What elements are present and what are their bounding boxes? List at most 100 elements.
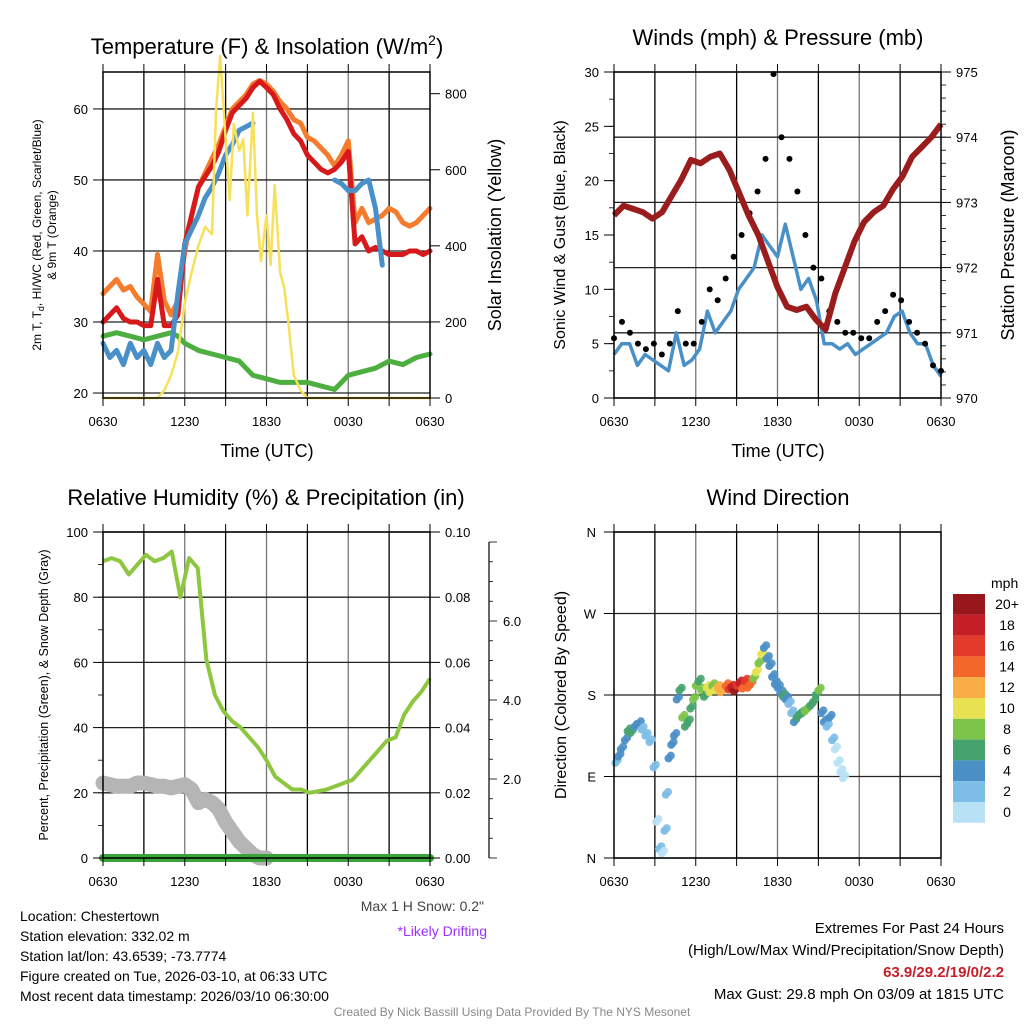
speed-colorbar: 20+ 18 16 14 12 10 8 6 4 2 0 bbox=[953, 594, 1019, 823]
humidity-title: Relative Humidity (%) & Precipitation (i… bbox=[67, 485, 464, 510]
gust-point bbox=[674, 308, 681, 315]
y-tick-label: 975 bbox=[956, 65, 978, 80]
gust-point bbox=[666, 340, 673, 347]
gust-point bbox=[650, 340, 657, 347]
gust-point bbox=[906, 318, 913, 325]
gust-point bbox=[738, 232, 745, 238]
pressure-line bbox=[611, 122, 944, 333]
y-tick-label: 60 bbox=[74, 102, 88, 117]
direction-point bbox=[647, 735, 656, 744]
direction-point bbox=[770, 670, 779, 679]
y-tick-label: 10 bbox=[585, 282, 599, 297]
gust-point bbox=[930, 362, 937, 369]
direction-point bbox=[786, 697, 795, 706]
colorbar-swatch bbox=[953, 802, 985, 823]
x-tick-label: 1230 bbox=[681, 874, 710, 889]
gust-point bbox=[730, 253, 737, 260]
gust-point bbox=[882, 308, 889, 315]
colorbar-swatch bbox=[953, 698, 985, 719]
colorbar-swatch bbox=[953, 760, 985, 782]
direction-point bbox=[819, 706, 828, 715]
y-tick-label: 200 bbox=[445, 315, 467, 330]
snow-tick-label: 6.0 bbox=[503, 614, 521, 629]
y-tick-label: 20 bbox=[585, 174, 599, 189]
colorbar-label: 16 bbox=[999, 638, 1015, 654]
humidity-panel: Relative Humidity (%) & Precipitation (i… bbox=[37, 485, 521, 939]
colorbar-label: 0 bbox=[1003, 804, 1011, 820]
created-text: Figure created on Tue, 2026-03-10, at 06… bbox=[20, 968, 328, 984]
y-tick-label: 40 bbox=[74, 244, 88, 259]
gust-point bbox=[778, 134, 785, 141]
direction-point bbox=[824, 719, 833, 728]
direction-ylabel-left: Direction (Colored By Speed) bbox=[553, 591, 570, 799]
winds-xlabel: Time (UTC) bbox=[731, 441, 824, 461]
gust-point bbox=[914, 329, 921, 336]
gust-point bbox=[810, 264, 817, 271]
extremes-box: Extremes For Past 24 Hours (High/Low/Max… bbox=[688, 918, 1004, 1006]
x-tick-label: 0630 bbox=[89, 874, 118, 889]
colorbar-title: mph bbox=[991, 575, 1018, 591]
gust-point bbox=[698, 318, 705, 325]
colorbar-label: 4 bbox=[1003, 762, 1011, 778]
y-tick-label: 80 bbox=[74, 590, 88, 605]
x-tick-label: 0630 bbox=[416, 874, 445, 889]
extremes-fields: (High/Low/Max Wind/Precipitation/Snow De… bbox=[688, 942, 1004, 959]
extremes-values: 63.9/29.2/19/0/2.2 bbox=[883, 964, 1004, 981]
direction-panel: Wind Direction 0630 1230 1830 0030 0630 N E S W N… bbox=[553, 485, 1019, 889]
y-tick-label: 15 bbox=[585, 228, 599, 243]
x-tick-label: 1230 bbox=[170, 874, 199, 889]
precip-tick-label: 0.10 bbox=[445, 525, 470, 540]
gust-point bbox=[802, 232, 809, 238]
gust-point bbox=[866, 335, 873, 342]
colorbar-swatch bbox=[953, 781, 985, 802]
x-tick-label: 0030 bbox=[845, 414, 874, 429]
direction-point bbox=[789, 706, 798, 715]
precip-tick-label: 0.04 bbox=[445, 721, 470, 736]
direction-point bbox=[651, 760, 660, 769]
direction-point bbox=[754, 665, 763, 674]
x-tick-label: 1830 bbox=[252, 874, 281, 889]
x-tick-label: 0630 bbox=[416, 414, 445, 429]
gust-point bbox=[690, 340, 697, 347]
y-tick-label: 20 bbox=[74, 386, 88, 401]
direction-point bbox=[639, 722, 648, 731]
x-tick-label: 1830 bbox=[252, 414, 281, 429]
colorbar-label: 20+ bbox=[995, 596, 1019, 612]
dir-tick-label: E bbox=[587, 770, 596, 785]
colorbar-swatch bbox=[953, 614, 985, 636]
direction-point bbox=[691, 692, 700, 701]
x-tick-label: 0630 bbox=[600, 874, 629, 889]
gust-point bbox=[658, 351, 665, 358]
y-tick-label: 600 bbox=[445, 163, 467, 178]
direction-point bbox=[841, 771, 850, 780]
temperature-series bbox=[100, 54, 433, 400]
direction-point bbox=[666, 751, 675, 760]
direction-point bbox=[762, 641, 771, 650]
y-tick-label: 50 bbox=[74, 173, 88, 188]
gust-point bbox=[762, 155, 769, 162]
direction-point bbox=[619, 742, 628, 751]
direction-point bbox=[764, 652, 773, 661]
x-tick-label: 0030 bbox=[334, 874, 363, 889]
direction-point bbox=[654, 815, 663, 824]
winds-title: Winds (mph) & Pressure (mb) bbox=[633, 25, 924, 50]
gust-point bbox=[634, 340, 641, 347]
x-tick-label: 0630 bbox=[89, 414, 118, 429]
gust-point bbox=[722, 275, 729, 282]
x-tick-label: 1230 bbox=[681, 414, 710, 429]
direction-point bbox=[830, 733, 839, 742]
y-tick-label: 25 bbox=[585, 119, 599, 134]
y-tick-label: 973 bbox=[956, 195, 978, 210]
direction-point bbox=[669, 738, 678, 747]
direction-axes: 0630 1230 1830 0030 0630 N E S W N bbox=[584, 524, 955, 889]
direction-point bbox=[675, 692, 684, 701]
temperature-line bbox=[332, 177, 385, 268]
insolation-line bbox=[101, 54, 432, 400]
x-tick-label: 0630 bbox=[600, 414, 629, 429]
direction-point bbox=[660, 846, 669, 855]
x-tick-label: 0030 bbox=[334, 414, 363, 429]
temperature-ylabel-left: 2m T, Td, HI/WC (Red, Green, Scarlet/Blu… bbox=[30, 119, 46, 350]
y-tick-label: 972 bbox=[956, 261, 978, 276]
elevation-text: Station elevation: 332.02 m bbox=[20, 928, 190, 944]
